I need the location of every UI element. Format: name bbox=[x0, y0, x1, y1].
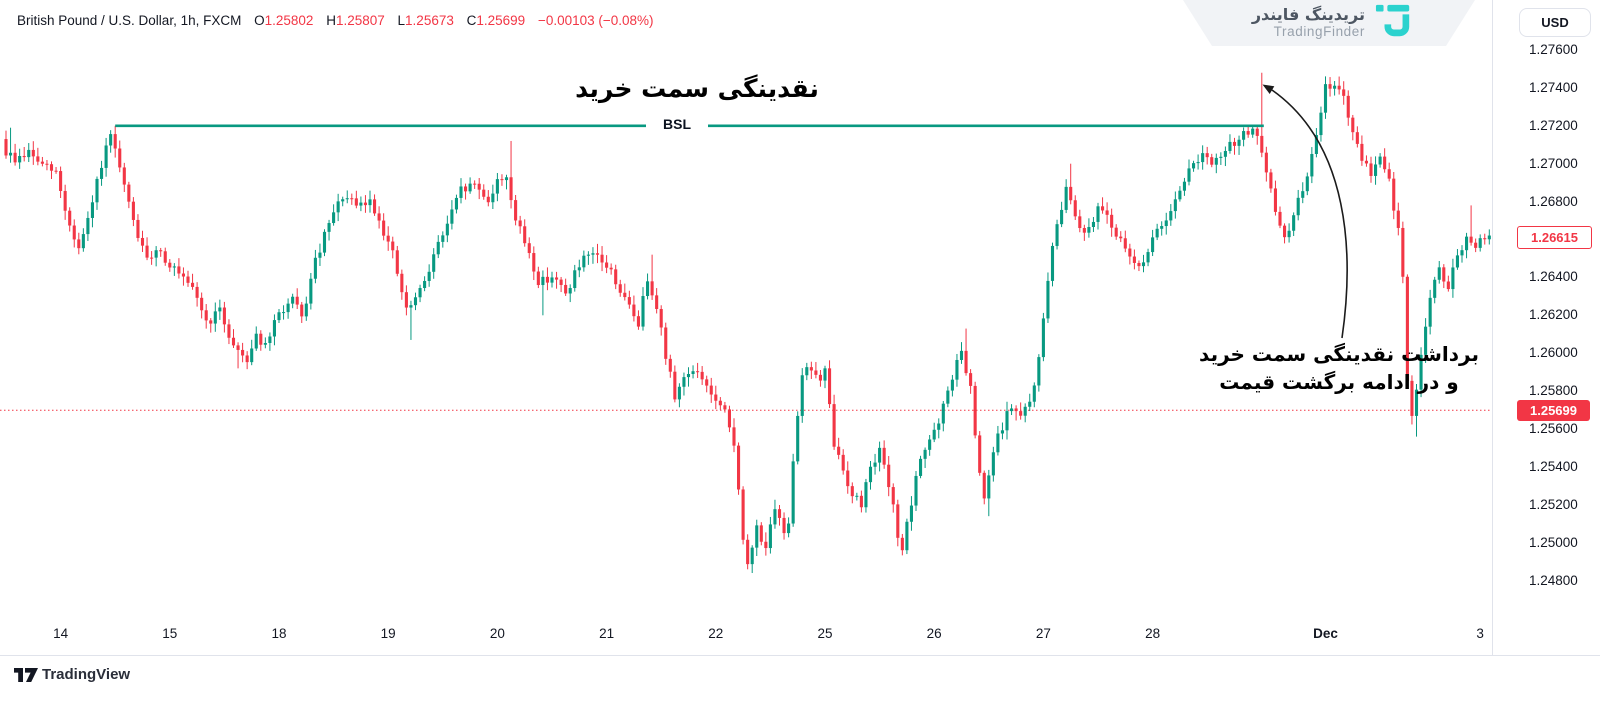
high-value: 1.25807 bbox=[335, 13, 385, 28]
price-tick-label: 1.27200 bbox=[1529, 117, 1578, 133]
price-tick-label: 1.26800 bbox=[1529, 193, 1578, 209]
price-tick-label: 1.24800 bbox=[1529, 572, 1578, 588]
date-label: 18 bbox=[271, 626, 287, 641]
price-axis[interactable]: USD 1.26615 1.25699 1.27600 1.27400 1.2720… bbox=[1492, 0, 1600, 655]
tradingfinder-logo-icon bbox=[1375, 1, 1413, 46]
price-tick-label: 1.27600 bbox=[1529, 42, 1578, 57]
attribution-bar: TradingView bbox=[0, 655, 1600, 701]
last-price-label: 1.26615 bbox=[1517, 226, 1592, 250]
tradingfinder-watermark: تریدینگ فایندر TradingFinder bbox=[1183, 0, 1475, 46]
price-tick-label: 1.25200 bbox=[1529, 496, 1578, 512]
close-label: C bbox=[466, 13, 477, 28]
price-tick-label: 1.26400 bbox=[1529, 269, 1578, 285]
price-tick-label: 1.26000 bbox=[1529, 345, 1578, 361]
sweep-arrow bbox=[1262, 84, 1348, 339]
price-tick-label: 1.25800 bbox=[1529, 383, 1578, 399]
date-label: 25 bbox=[817, 626, 833, 641]
date-label: 15 bbox=[162, 626, 178, 641]
date-label: 26 bbox=[926, 626, 942, 641]
sweep-note-line2: و در ادامه برگشت قیمت bbox=[1219, 370, 1459, 394]
date-label: 14 bbox=[53, 626, 69, 641]
date-label: 27 bbox=[1035, 626, 1051, 641]
symbol-title[interactable]: British Pound / U.S. Dollar, 1h, FXCM bbox=[17, 13, 242, 28]
date-label: 22 bbox=[708, 626, 724, 641]
symbol-legend[interactable]: British Pound / U.S. Dollar, 1h, FXCM O1… bbox=[17, 13, 654, 28]
tradingview-logo-icon[interactable] bbox=[13, 664, 40, 689]
high-label: H bbox=[326, 13, 336, 28]
low-value: 1.25673 bbox=[405, 13, 454, 28]
date-label: Dec bbox=[1313, 626, 1338, 641]
price-tick-label: 1.25600 bbox=[1529, 421, 1578, 436]
price-tick-label: 1.25400 bbox=[1529, 458, 1578, 474]
price-tick-label: 1.25000 bbox=[1529, 534, 1578, 550]
close-value: 1.25699 bbox=[476, 13, 526, 28]
price-tick-label: 1.27400 bbox=[1529, 79, 1578, 95]
price-tick-label: 1.26200 bbox=[1529, 307, 1578, 323]
date-label: 20 bbox=[489, 626, 505, 641]
tradingview-attribution[interactable]: TradingView bbox=[42, 666, 131, 683]
open-label: O bbox=[254, 13, 265, 28]
brand-name-farsi: تریدینگ فایندر bbox=[1251, 4, 1365, 24]
date-label: 3 bbox=[1476, 626, 1484, 641]
date-label: 21 bbox=[599, 626, 615, 641]
low-label: L bbox=[397, 13, 406, 28]
date-label: 19 bbox=[380, 626, 396, 641]
prev-close-price-label: 1.25699 bbox=[1517, 399, 1590, 421]
brand-name-english: TradingFinder bbox=[1273, 24, 1365, 40]
currency-toggle-button[interactable]: USD bbox=[1519, 8, 1591, 37]
price-tick-label: 1.27000 bbox=[1529, 155, 1578, 171]
liquidity-sweep-annotation: برداشت نقدینگی سمت خرید و در ادامه برگشت… bbox=[1185, 340, 1492, 396]
sweep-note-line1: برداشت نقدینگی سمت خرید bbox=[1199, 342, 1479, 366]
chart-pane[interactable]: British Pound / U.S. Dollar, 1h, FXCM O1… bbox=[0, 0, 1492, 655]
candlestick-series bbox=[4, 72, 1491, 574]
buy-side-liquidity-annotation: نقدینگی سمت خرید bbox=[575, 74, 819, 103]
date-label: 28 bbox=[1145, 626, 1161, 641]
bsl-line-label: BSL bbox=[646, 114, 708, 134]
open-value: 1.25802 bbox=[264, 13, 314, 28]
change-value: −0.00103 (−0.08%) bbox=[537, 13, 654, 28]
